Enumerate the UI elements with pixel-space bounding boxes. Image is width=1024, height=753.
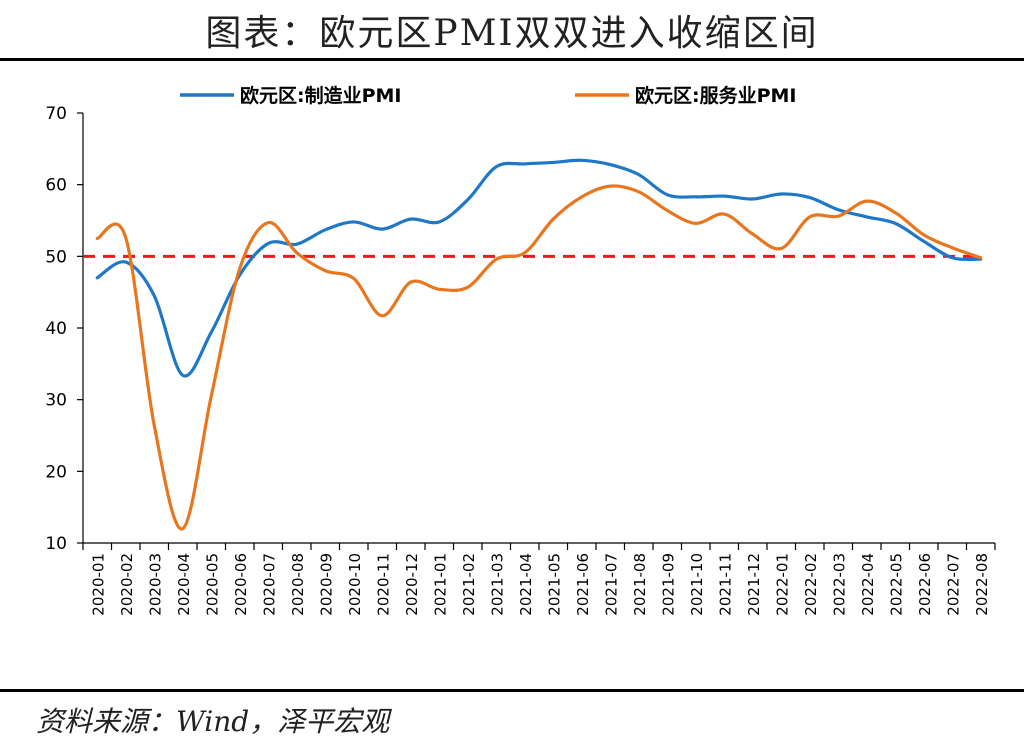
axes: 10 20 30 40 50 60 70 2020-01 2020-02 2020-03 2020-… [45, 104, 996, 616]
x-tick-label: 2022-02 [802, 553, 820, 616]
x-tick-label: 2021-07 [602, 553, 620, 616]
x-tick-label: 2021-09 [659, 553, 677, 616]
x-tick-label: 2020-08 [289, 553, 307, 616]
x-tick-label: 2022-01 [773, 553, 791, 616]
x-tick-label: 2020-12 [403, 553, 421, 616]
x-tick-label: 2021-01 [431, 553, 449, 616]
manufacturing-pmi-line [95, 158, 983, 378]
x-tick-label: 2021-03 [488, 553, 506, 616]
y-tick-label: 60 [45, 176, 67, 196]
x-tick-label: 2021-12 [745, 553, 763, 616]
source-note: 资料来源：Wind，泽平宏观 [36, 705, 390, 738]
x-tick-label: 2020-02 [118, 553, 136, 616]
x-tick-label: 2020-10 [346, 553, 364, 616]
x-tick-label: 2021-02 [460, 553, 478, 616]
x-tick-label: 2022-04 [859, 553, 877, 616]
x-tick-label: 2022-06 [916, 553, 934, 616]
x-tick-label: 2021-10 [688, 553, 706, 616]
x-tick-label: 2021-08 [631, 553, 649, 616]
legend: 欧元区:制造业PMI 欧元区:服务业PMI [180, 84, 797, 107]
y-tick-label: 70 [45, 104, 67, 124]
services-pmi-legend-label: 欧元区:服务业PMI [635, 84, 797, 107]
services-pmi-line [95, 184, 983, 531]
source-rule [0, 689, 1024, 692]
x-tick-label: 2020-03 [146, 553, 164, 616]
x-tick-label: 2022-08 [973, 553, 991, 616]
x-tick-label: 2022-03 [830, 553, 848, 616]
x-tick-label: 2020-01 [89, 553, 107, 616]
y-tick-label: 50 [45, 247, 67, 267]
chart-title: 图表：欧元区PMI双双进入收缩区间 [205, 13, 819, 54]
x-tick-label: 2022-07 [944, 553, 962, 616]
x-tick-label: 2020-04 [175, 553, 193, 616]
x-tick-label: 2021-11 [716, 553, 734, 616]
x-tick-label: 2020-07 [260, 553, 278, 616]
x-tick-label: 2020-11 [374, 553, 392, 616]
x-tick-label: 2020-05 [203, 553, 221, 616]
y-tick-label: 30 [45, 391, 67, 411]
manufacturing-pmi-legend-label: 欧元区:制造业PMI [240, 84, 402, 107]
title-rule [0, 58, 1024, 61]
x-tick-label: 2020-09 [317, 553, 335, 616]
line-chart: 欧元区:制造业PMI 欧元区:服务业PMI 10 20 30 40 50 60 70 2020-… [45, 84, 996, 616]
y-tick-label: 40 [45, 319, 67, 339]
y-tick-label: 10 [45, 534, 67, 554]
x-tick-label: 2021-05 [545, 553, 563, 616]
series-lines [95, 158, 983, 531]
x-tick-label: 2020-06 [232, 553, 250, 616]
x-tick-label: 2021-06 [574, 553, 592, 616]
y-tick-label: 20 [45, 462, 67, 482]
x-tick-label: 2022-05 [887, 553, 905, 616]
x-tick-label: 2021-04 [517, 553, 535, 616]
